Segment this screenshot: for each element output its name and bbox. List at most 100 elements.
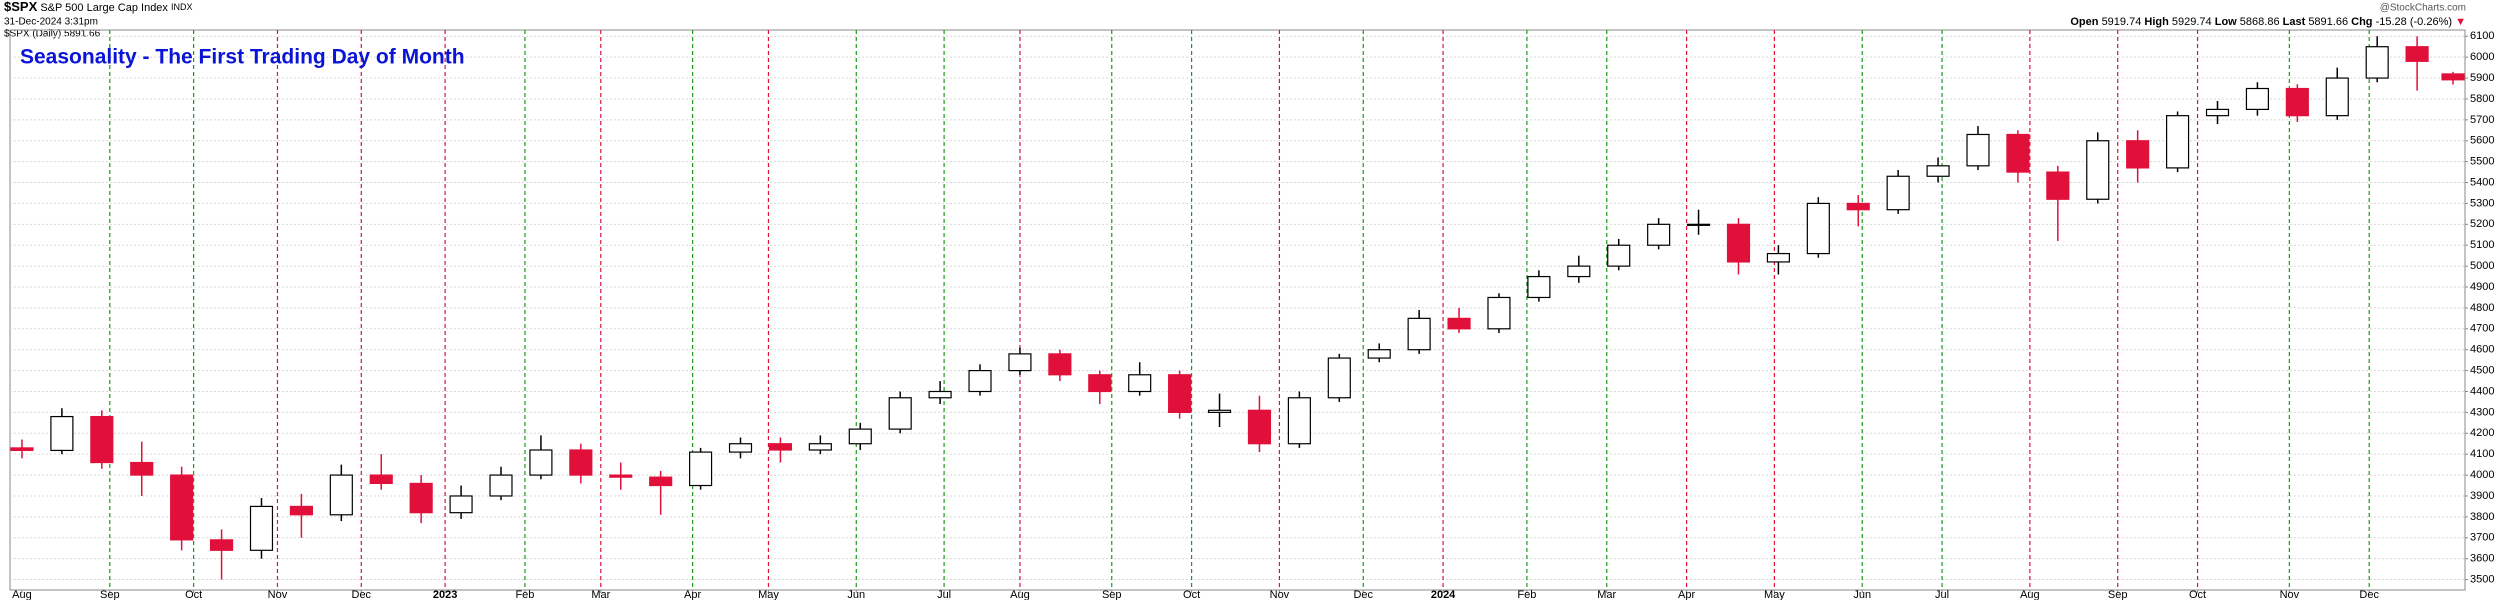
candle-body bbox=[848, 428, 872, 445]
candle-body bbox=[1686, 223, 1711, 226]
candle-body bbox=[10, 447, 34, 452]
candle-body bbox=[1487, 296, 1511, 330]
candle-body bbox=[369, 474, 393, 485]
candle-body bbox=[130, 461, 154, 476]
candle-body bbox=[329, 474, 353, 516]
x-tick-label: 2023 bbox=[433, 589, 457, 600]
y-tick-label: 4700 bbox=[2470, 323, 2494, 335]
x-tick-label: Feb bbox=[515, 589, 534, 600]
x-tick-label: Dec bbox=[352, 589, 372, 600]
candle-body bbox=[1367, 349, 1391, 359]
y-tick-label: 3800 bbox=[2470, 511, 2494, 523]
x-tick-label: Oct bbox=[2189, 589, 2206, 600]
y-tick-label: 5500 bbox=[2470, 156, 2494, 168]
x-tick-label: Jul bbox=[1935, 589, 1949, 600]
candle-body bbox=[249, 505, 274, 551]
candle-body bbox=[209, 539, 234, 551]
x-tick-label: Apr bbox=[684, 589, 701, 600]
candle-body bbox=[1088, 374, 1112, 393]
x-tick-label: Dec bbox=[2359, 589, 2379, 600]
candle-body bbox=[1447, 317, 1471, 330]
x-tick-label: Nov bbox=[1270, 589, 1290, 600]
x-tick-label: Nov bbox=[2280, 589, 2300, 600]
candle-body bbox=[2046, 171, 2070, 200]
x-tick-label: Apr bbox=[1678, 589, 1695, 600]
x-tick-label: Aug bbox=[1010, 589, 1030, 600]
x-tick-label: Oct bbox=[1183, 589, 1200, 600]
candle-body bbox=[888, 397, 912, 430]
y-tick-label: 4300 bbox=[2470, 406, 2494, 418]
candle-body bbox=[728, 443, 753, 453]
candle-body bbox=[1806, 202, 1830, 255]
legend: $SPX (Daily) 5891.66 bbox=[4, 29, 101, 40]
candle-body bbox=[1008, 353, 1032, 372]
x-tick-label: Sep bbox=[100, 589, 120, 600]
x-tick-label: Mar bbox=[1597, 589, 1616, 600]
candle-body bbox=[968, 369, 992, 393]
x-tick-label: Sep bbox=[1102, 589, 1122, 600]
candle-body bbox=[1766, 252, 1790, 263]
quote-value: 5891.66 bbox=[2308, 16, 2348, 28]
x-tick-label: 2024 bbox=[1431, 589, 1456, 600]
candle-body bbox=[489, 474, 513, 497]
x-tick-label: Jul bbox=[937, 589, 951, 600]
y-tick-label: 4800 bbox=[2470, 302, 2494, 314]
y-tick-label: 5700 bbox=[2470, 114, 2494, 126]
quote-value: (-0.26%) bbox=[2410, 16, 2452, 28]
y-tick-label: 4900 bbox=[2470, 281, 2494, 293]
candle-body bbox=[170, 474, 194, 541]
y-tick-label: 3900 bbox=[2470, 490, 2494, 502]
quote-label: Chg bbox=[2351, 16, 2372, 28]
y-tick-label: 3600 bbox=[2470, 553, 2494, 565]
exchange: INDX bbox=[171, 2, 193, 12]
candle-body bbox=[2006, 133, 2030, 173]
candle-body bbox=[1966, 133, 1990, 167]
candle-body bbox=[2126, 140, 2150, 169]
x-tick-label: Jun bbox=[847, 589, 865, 600]
candle-body bbox=[409, 482, 433, 514]
quote-arrow: ▼ bbox=[2455, 16, 2466, 28]
y-tick-label: 5300 bbox=[2470, 197, 2494, 209]
candle-body bbox=[1168, 374, 1192, 413]
x-tick-label: Sep bbox=[2108, 589, 2128, 600]
x-tick-label: Dec bbox=[1353, 589, 1373, 600]
x-tick-label: Nov bbox=[268, 589, 288, 600]
y-tick-label: 5200 bbox=[2470, 218, 2494, 230]
candle-body bbox=[1846, 202, 1870, 211]
x-tick-label: May bbox=[758, 589, 779, 600]
y-tick-label: 4200 bbox=[2470, 427, 2494, 439]
x-tick-label: May bbox=[1764, 589, 1785, 600]
y-tick-label: 4500 bbox=[2470, 365, 2494, 377]
y-tick-label: 5400 bbox=[2470, 176, 2494, 188]
plot-frame bbox=[9, 29, 2466, 591]
candle-body bbox=[2325, 77, 2349, 117]
candle-body bbox=[1048, 353, 1072, 376]
symbol: $SPX bbox=[4, 0, 38, 14]
index-name: S&P 500 Large Cap Index bbox=[40, 2, 168, 14]
candle-body bbox=[1207, 409, 1232, 413]
candle-body bbox=[1287, 397, 1311, 445]
quote-label: Low bbox=[2215, 16, 2237, 28]
candle-body bbox=[1607, 244, 1631, 267]
candle-body bbox=[1327, 357, 1351, 399]
chart-title: Seasonality - The First Trading Day of M… bbox=[20, 46, 465, 69]
candle-body bbox=[50, 415, 74, 452]
y-tick-label: 4600 bbox=[2470, 344, 2494, 356]
y-tick-label: 5800 bbox=[2470, 93, 2494, 105]
quote-value: -15.28 bbox=[2376, 16, 2407, 28]
candle-body bbox=[2405, 46, 2429, 62]
x-tick-label: Mar bbox=[591, 589, 610, 600]
candle-body bbox=[649, 476, 673, 487]
candle-body bbox=[569, 449, 593, 476]
candle-body bbox=[609, 474, 633, 478]
x-tick-label: Aug bbox=[12, 589, 32, 600]
candle-body bbox=[2285, 87, 2309, 117]
quote-label: Open bbox=[2070, 16, 2098, 28]
candle-body bbox=[2245, 87, 2270, 111]
watermark: @StockCharts.com bbox=[2380, 3, 2466, 14]
candle-body bbox=[1247, 409, 1272, 445]
y-tick-label: 4000 bbox=[2470, 469, 2494, 481]
y-tick-label: 6100 bbox=[2470, 30, 2494, 42]
y-tick-label: 4400 bbox=[2470, 385, 2494, 397]
